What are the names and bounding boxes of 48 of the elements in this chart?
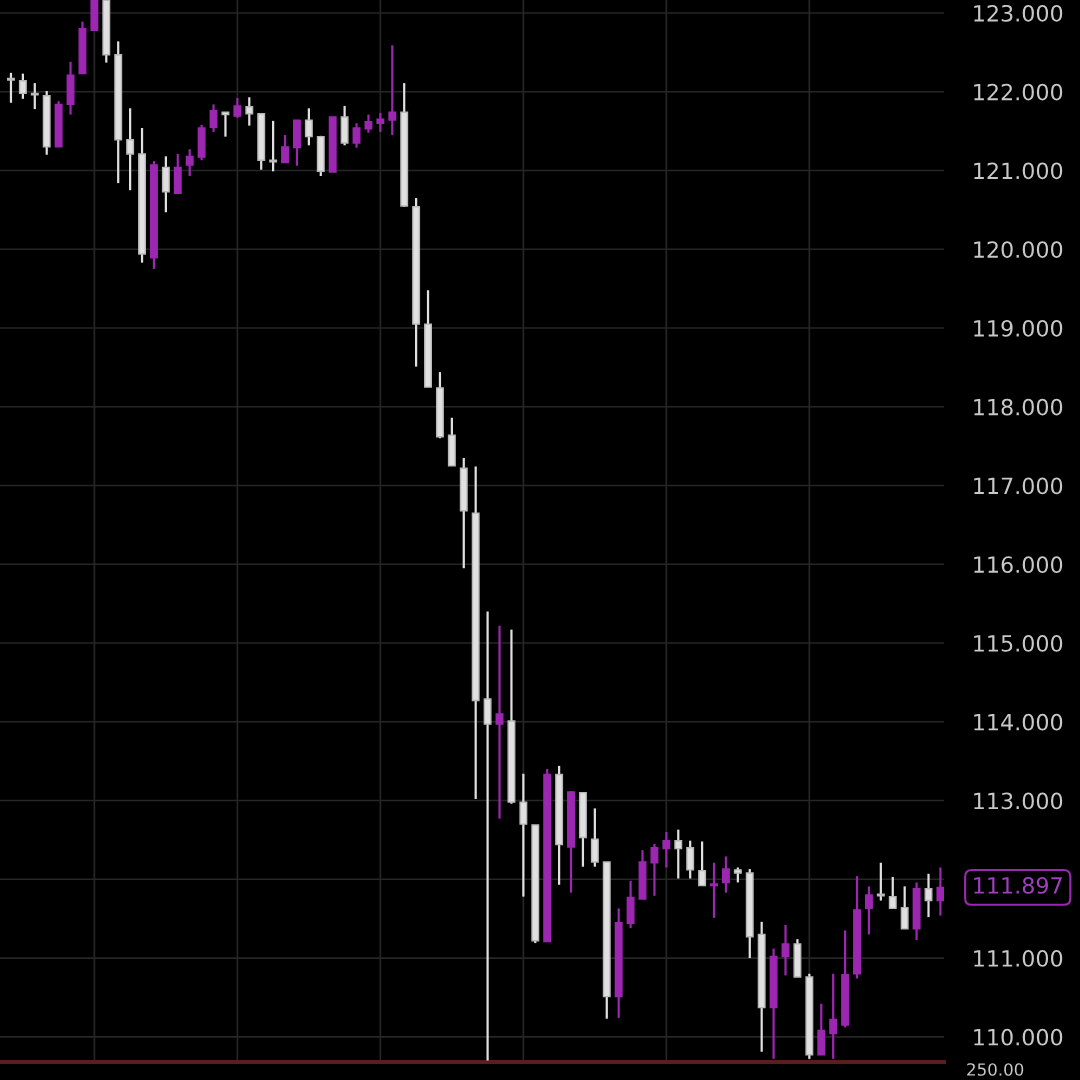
candlestick [30,81,39,111]
y-tick-label: 123.000 [974,4,1063,22]
candlestick [900,885,909,931]
candlestick [888,875,897,910]
y-tick-label: 120.000 [974,241,1063,259]
candlestick [710,861,718,919]
candlestick [674,828,683,880]
candlestick [126,107,135,192]
candlestick [388,44,397,137]
candlestick [233,96,242,119]
candlestick [590,807,599,868]
y-tick-label: 110.000 [974,1028,1063,1046]
candlestick [495,624,504,820]
candlestick [304,107,313,147]
candlestick [650,842,659,897]
y-tick-label: 122.000 [974,83,1063,101]
candlestick [686,839,695,880]
candlestick [483,610,492,1062]
candlestick [281,133,290,164]
candlestick [269,119,278,173]
candlestick [18,72,27,100]
candlestick [209,103,218,134]
y-tick-label: 119.000 [974,319,1063,337]
candlestick [864,885,873,936]
candlestick [6,71,15,104]
candlestick [936,866,944,917]
y-tick-label: 115.000 [974,634,1063,652]
candlestick [781,923,790,977]
y-tick-label: 117.000 [974,477,1063,495]
text: 111.897 [974,877,1062,894]
y-tick-label: 114.000 [974,713,1063,731]
y-tick-label: 113.000 [974,792,1063,810]
candlestick [376,111,385,134]
text: 250.00 [967,1063,1024,1076]
candlestick [662,830,671,869]
candlestick [698,840,707,887]
candlestick [519,772,528,898]
y-tick-label: 116.000 [974,556,1063,574]
y-tick-label: 118.000 [974,398,1063,416]
candlestick [829,972,838,1060]
candlestick [185,148,194,178]
candlestick [352,122,361,149]
y-tick-label: 121.000 [974,162,1063,180]
candlestick [364,113,373,134]
y-tick-label: 111.000 [974,949,1063,967]
candlestick [245,96,254,127]
candlestick [876,861,885,902]
candlestick [721,855,730,894]
